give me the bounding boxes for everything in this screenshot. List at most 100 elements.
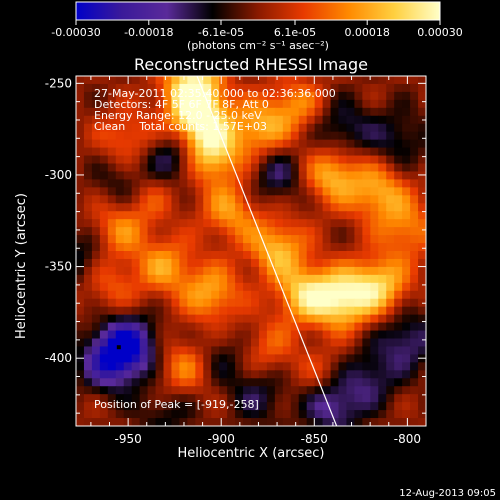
heatmap-cell — [155, 370, 165, 379]
heatmap-cell — [306, 394, 316, 403]
heatmap-cell — [322, 99, 332, 109]
heatmap-cell — [282, 163, 292, 173]
heatmap-cell — [227, 394, 236, 403]
heatmap-cell — [99, 91, 109, 101]
heatmap-cell — [306, 410, 316, 419]
heatmap-cell — [402, 274, 411, 284]
heatmap-cell — [123, 107, 133, 117]
heatmap-cell — [402, 306, 411, 316]
heatmap-cell — [195, 179, 204, 188]
heatmap-cell — [243, 83, 252, 93]
heatmap-cell — [91, 274, 101, 284]
heatmap-cell — [163, 131, 173, 141]
heatmap-cell — [298, 258, 308, 268]
heatmap-cell — [290, 330, 300, 340]
heatmap-cell — [322, 306, 332, 316]
heatmap-cell — [282, 274, 292, 284]
heatmap-cell — [274, 147, 284, 157]
heatmap-cell — [298, 115, 308, 125]
heatmap-cell — [251, 354, 260, 363]
heatmap-cell — [330, 227, 340, 236]
heatmap-cell — [306, 338, 316, 348]
heatmap-cell — [211, 314, 220, 324]
heatmap-cell — [402, 219, 411, 228]
heatmap-cell — [386, 187, 395, 196]
heatmap-cell — [195, 338, 204, 348]
heatmap-cell — [107, 227, 117, 236]
heatmap-cell — [362, 314, 371, 324]
heatmap-cell — [131, 227, 141, 236]
heatmap-cell — [147, 155, 157, 165]
heatmap-cell — [99, 258, 109, 268]
heatmap-cell — [91, 402, 101, 411]
heatmap-cell — [219, 386, 228, 395]
heatmap-cell — [76, 163, 85, 173]
heatmap-cell — [354, 171, 363, 180]
heatmap-cell — [298, 266, 308, 276]
heatmap-cell — [338, 314, 348, 324]
heatmap-cell — [251, 171, 260, 180]
heatmap-cell — [155, 187, 165, 196]
heatmap-cell — [227, 386, 236, 395]
heatmap-cell — [386, 354, 395, 363]
heatmap-cell — [251, 290, 260, 300]
heatmap-cell — [282, 83, 292, 93]
heatmap-cell — [290, 76, 300, 85]
heatmap-cell — [402, 394, 411, 403]
heatmap-cell — [219, 235, 228, 244]
heatmap-cell — [362, 131, 371, 141]
heatmap-cell — [195, 386, 204, 395]
heatmap-cell — [107, 298, 117, 308]
heatmap-cell — [346, 91, 355, 101]
heatmap-cell — [99, 227, 109, 236]
heatmap-cell — [131, 91, 141, 101]
heatmap-cell — [370, 139, 379, 149]
heatmap-cell — [402, 139, 411, 149]
heatmap-cell — [251, 139, 260, 149]
heatmap-cell — [99, 410, 109, 419]
heatmap-cell — [370, 131, 379, 141]
chart-title: Reconstructed RHESSI Image — [134, 55, 368, 74]
heatmap-cell — [83, 115, 93, 125]
heatmap-cell — [107, 306, 117, 316]
heatmap-cell — [131, 115, 141, 125]
heatmap-cell — [330, 139, 340, 149]
heatmap-cell — [219, 99, 228, 109]
heatmap-cell — [243, 147, 252, 157]
heatmap-cell — [187, 298, 196, 308]
heatmap-cell — [346, 410, 355, 419]
heatmap-cell — [179, 330, 188, 340]
heatmap-cell — [322, 195, 332, 204]
heatmap-cell — [306, 211, 316, 220]
heatmap-cell — [258, 123, 268, 133]
heatmap-cell — [83, 258, 93, 268]
heatmap-cell — [362, 195, 371, 204]
heatmap-cell — [115, 155, 125, 165]
heatmap-cell — [211, 266, 220, 276]
heatmap-cell — [195, 227, 204, 236]
heatmap-cell — [330, 155, 340, 165]
heatmap-cell — [91, 394, 101, 403]
heatmap-cell — [155, 394, 165, 403]
heatmap-cell — [330, 338, 340, 348]
heatmap-cell — [179, 322, 188, 332]
y-tick-label: -250 — [45, 76, 72, 90]
heatmap-cell — [76, 402, 85, 411]
heatmap-cell — [394, 163, 403, 173]
heatmap-cell — [378, 282, 387, 292]
y-tick-label: -300 — [45, 168, 72, 182]
heatmap-cell — [76, 306, 85, 316]
heatmap-cell — [195, 219, 204, 228]
heatmap-cell — [251, 211, 260, 220]
heatmap-cell — [155, 99, 165, 109]
heatmap-cell — [83, 290, 93, 300]
heatmap-cell — [394, 251, 403, 260]
heatmap-cell — [107, 243, 117, 252]
heatmap-cell — [203, 306, 212, 316]
heatmap-cell — [235, 394, 244, 403]
heatmap-cell — [203, 418, 212, 426]
heatmap-cell — [107, 179, 117, 188]
heatmap-cell — [203, 251, 212, 260]
heatmap-cell — [402, 410, 411, 419]
heatmap-cell — [354, 314, 363, 324]
